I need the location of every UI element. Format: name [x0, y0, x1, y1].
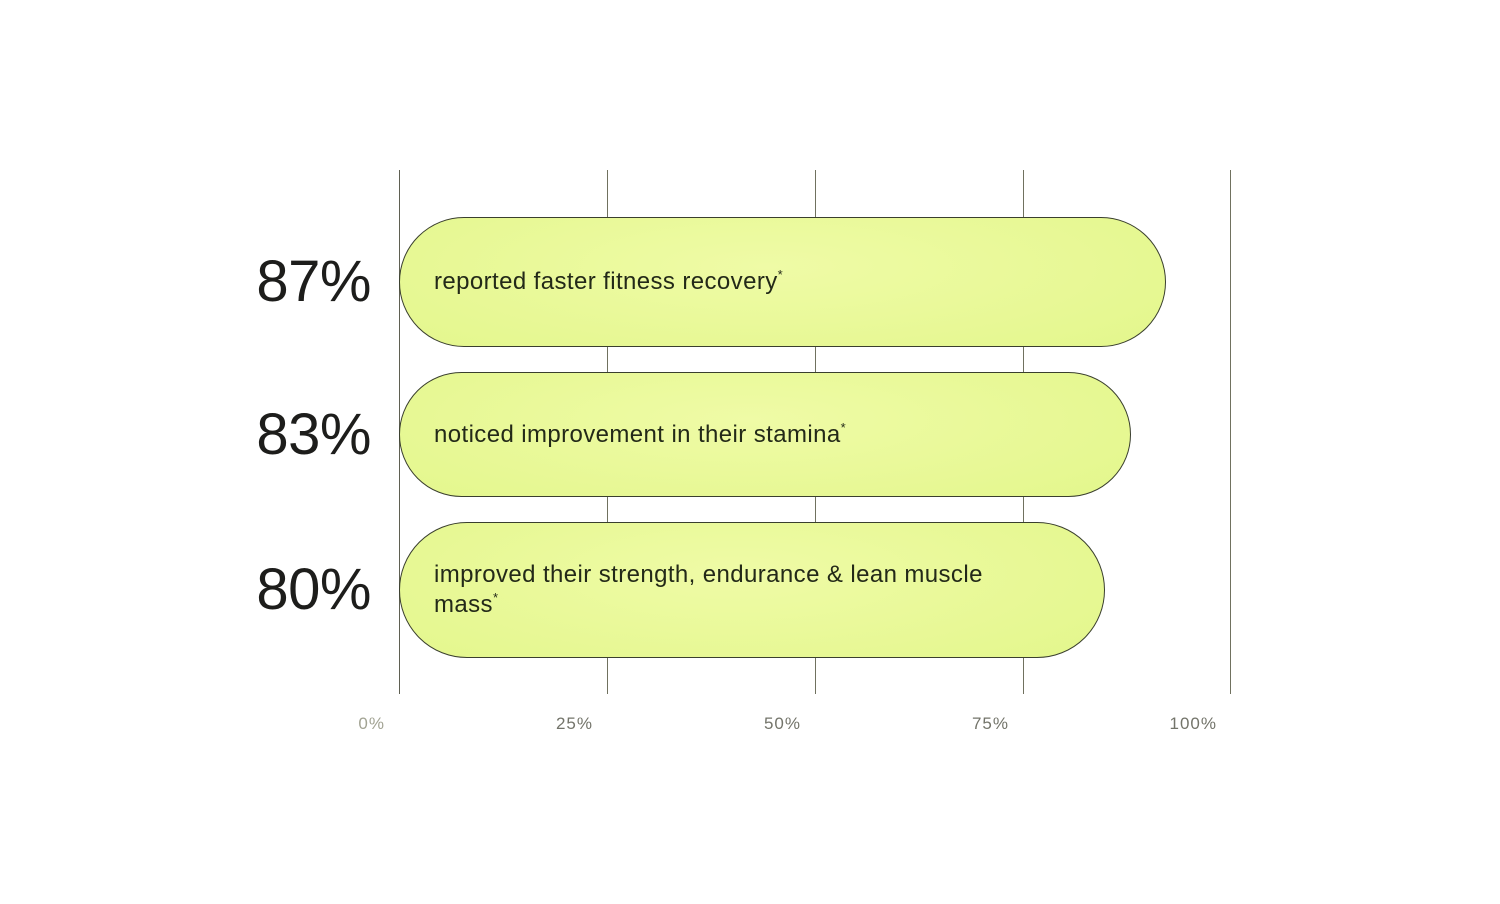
bar-stamina-improvement: noticed improvement in their stamina* — [399, 372, 1131, 497]
footnote-asterisk: * — [840, 419, 846, 435]
gridline-100pct — [1230, 170, 1231, 694]
x-tick-50: 50% — [763, 714, 801, 733]
x-tick-75: 75% — [971, 714, 1009, 733]
bar-label-text: noticed improvement in their stamina — [434, 420, 841, 448]
bar-label: reported faster fitness recovery* — [434, 267, 783, 297]
x-tick-100: 100% — [1169, 714, 1217, 733]
x-tick-0: 0% — [358, 714, 385, 733]
bar-label-text: reported faster fitness recovery — [434, 268, 778, 295]
value-label-80: 80% — [256, 557, 371, 622]
x-tick-25: 25% — [555, 714, 593, 733]
bar-label: improved their strength, endurance & lea… — [434, 560, 994, 620]
footnote-asterisk: * — [777, 267, 783, 282]
plot-area: reported faster fitness recovery* notice… — [399, 170, 1231, 694]
bar-label-text: improved their strength, endurance & lea… — [434, 561, 983, 618]
bar-faster-recovery: reported faster fitness recovery* — [399, 217, 1167, 347]
footnote-asterisk: * — [492, 590, 499, 605]
bar-label: noticed improvement in their stamina* — [434, 420, 846, 450]
value-label-87: 87% — [256, 249, 371, 314]
value-label-83: 83% — [256, 402, 371, 467]
bar-strength-endurance: improved their strength, endurance & lea… — [399, 522, 1105, 658]
